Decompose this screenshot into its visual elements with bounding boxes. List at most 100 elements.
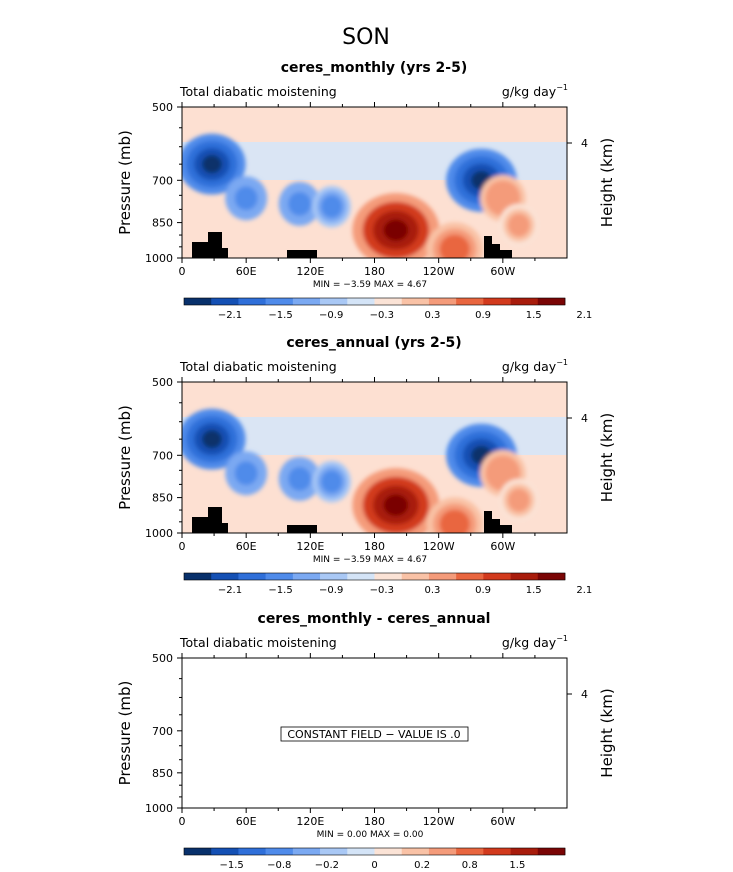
constant-field-label: CONSTANT FIELD − VALUE IS .0 bbox=[287, 728, 460, 741]
panel-0-drawing: 500 700 850 1000 4 Pressure (mb) Height (km) 0 6… bbox=[116, 101, 616, 321]
field-contour bbox=[383, 494, 409, 516]
y-tick-label: 850 bbox=[152, 767, 173, 780]
colorbar-swatch bbox=[456, 848, 484, 855]
x-tick-label: 0 bbox=[179, 540, 186, 553]
units-label: g/kg day−1 bbox=[502, 634, 568, 650]
field-contour bbox=[292, 471, 307, 486]
y-tick-label: 1000 bbox=[145, 802, 173, 815]
page-title: SON bbox=[342, 25, 390, 50]
colorbar-tick-label: 0.3 bbox=[424, 310, 440, 321]
topography-block bbox=[192, 242, 208, 258]
constant-field-box bbox=[280, 726, 469, 742]
panel-1-drawing: ceres_annual (yrs 2-5) Total diabatic moi… bbox=[116, 335, 616, 596]
colorbar-tick-label: 1.5 bbox=[509, 860, 525, 871]
colorbar-swatch bbox=[510, 848, 539, 855]
colorbar-tick-label: 1.5 bbox=[526, 585, 542, 596]
y-tick-label: 500 bbox=[152, 652, 173, 665]
colorbar-swatch bbox=[184, 848, 212, 855]
y-tick-label: 500 bbox=[152, 101, 173, 114]
y-tick-label: 700 bbox=[152, 725, 173, 738]
colorbar-tick-label: 0.2 bbox=[414, 860, 430, 871]
units-label: g/kg day−1 bbox=[502, 358, 568, 374]
field-contour bbox=[512, 218, 526, 232]
topography-block bbox=[287, 250, 317, 258]
colorbar: −2.1 −1.5 −0.9 −0.3 0.3 0.9 1.5 2.1 bbox=[183, 572, 592, 596]
colorbar-swatch bbox=[483, 298, 511, 305]
colorbar-frame bbox=[183, 847, 566, 856]
field-layer bbox=[182, 382, 567, 533]
colorbar-swatch bbox=[347, 298, 375, 305]
colorbar-swatch bbox=[184, 298, 212, 305]
colorbar-swatch bbox=[483, 573, 511, 580]
colorbar: −1.5 −0.8 −0.2 0 0.2 0.8 1.5 bbox=[183, 847, 566, 871]
x-tick-label: 120W bbox=[423, 815, 455, 828]
field-contour bbox=[446, 515, 464, 533]
field-contour bbox=[202, 155, 222, 174]
y-tick-label: 1000 bbox=[145, 252, 173, 265]
min-max-label: MIN = −3.59 MAX = 4.67 bbox=[313, 280, 427, 290]
x-tick-label: 60W bbox=[490, 815, 515, 828]
colorbar-swatch bbox=[401, 573, 430, 580]
y-right-axis-label: Height (km) bbox=[598, 688, 616, 777]
colorbar-tick-label: −1.5 bbox=[219, 860, 243, 871]
x-tick-label: 120E bbox=[296, 540, 324, 553]
y-tick-label: 850 bbox=[152, 492, 173, 505]
colorbar-tick-label: 2.1 bbox=[576, 585, 592, 596]
field-contour bbox=[325, 199, 339, 214]
field-features bbox=[182, 133, 539, 258]
colorbar-tick-label: 0.9 bbox=[475, 310, 491, 321]
colorbar-swatch bbox=[510, 573, 539, 580]
panel-title: ceres_monthly (yrs 2-5) bbox=[281, 60, 467, 76]
field-features bbox=[182, 408, 539, 533]
colorbar-swatch bbox=[537, 298, 566, 305]
units-exponent: −1 bbox=[556, 358, 568, 367]
units-exponent: −1 bbox=[556, 634, 568, 643]
field-contour bbox=[202, 430, 222, 449]
topography-block bbox=[287, 525, 317, 533]
field-contour bbox=[239, 466, 253, 481]
y-right-tick-label: 4 bbox=[581, 137, 588, 150]
colorbar-tick-label: 0.8 bbox=[462, 860, 478, 871]
colorbar-swatch bbox=[320, 848, 348, 855]
colorbar-tick-label: 0.9 bbox=[475, 585, 491, 596]
x-tick-label: 60W bbox=[490, 540, 515, 553]
x-tick-label: 60E bbox=[236, 815, 257, 828]
colorbar-swatch bbox=[211, 298, 239, 305]
colorbar-swatch bbox=[238, 298, 266, 305]
colorbar-swatch bbox=[347, 848, 375, 855]
colorbar-swatch bbox=[265, 848, 294, 855]
colorbar-swatch bbox=[537, 573, 566, 580]
colorbar-swatch bbox=[428, 573, 457, 580]
y-tick-label: 500 bbox=[152, 376, 173, 389]
panel-title: ceres_monthly - ceres_annual bbox=[258, 611, 491, 627]
colorbar-frame bbox=[183, 297, 566, 306]
colorbar-swatch bbox=[211, 848, 239, 855]
colorbar-swatch bbox=[265, 573, 294, 580]
field-contour bbox=[325, 474, 339, 489]
dynamic-layer: 500 700 850 1000 4 Pressure (mb) Height (km) 0 6… bbox=[116, 101, 616, 871]
y-right-tick-label: 4 bbox=[581, 412, 588, 425]
colorbar-swatch bbox=[456, 298, 484, 305]
topography-block bbox=[484, 236, 492, 258]
colorbar: −2.1 −1.5 −0.9 −0.3 0.3 0.9 1.5 2.1 bbox=[183, 297, 592, 321]
units-exponent: −1 bbox=[556, 83, 568, 92]
colorbar-swatch bbox=[320, 298, 348, 305]
colorbar-swatch bbox=[211, 573, 239, 580]
field-contour bbox=[495, 465, 511, 481]
x-tick-label: 0 bbox=[179, 815, 186, 828]
colorbar-tick-label: 0 bbox=[371, 860, 377, 871]
colorbar-swatch bbox=[184, 573, 212, 580]
colorbar-tick-label: −1.5 bbox=[268, 585, 292, 596]
x-tick-label: 0 bbox=[179, 265, 186, 278]
colorbar-tick-label: −0.3 bbox=[370, 310, 394, 321]
topography-block bbox=[222, 248, 228, 258]
colorbar-swatch bbox=[456, 573, 484, 580]
colorbar-tick-label: 0.3 bbox=[424, 585, 440, 596]
units-text: g/kg day bbox=[502, 84, 557, 99]
y-tick-label: 700 bbox=[152, 174, 173, 187]
topography-block bbox=[500, 250, 512, 258]
x-tick-label: 180 bbox=[364, 815, 385, 828]
field-contour bbox=[239, 191, 253, 206]
colorbar-swatch bbox=[347, 573, 375, 580]
y-tick-label: 700 bbox=[152, 449, 173, 462]
